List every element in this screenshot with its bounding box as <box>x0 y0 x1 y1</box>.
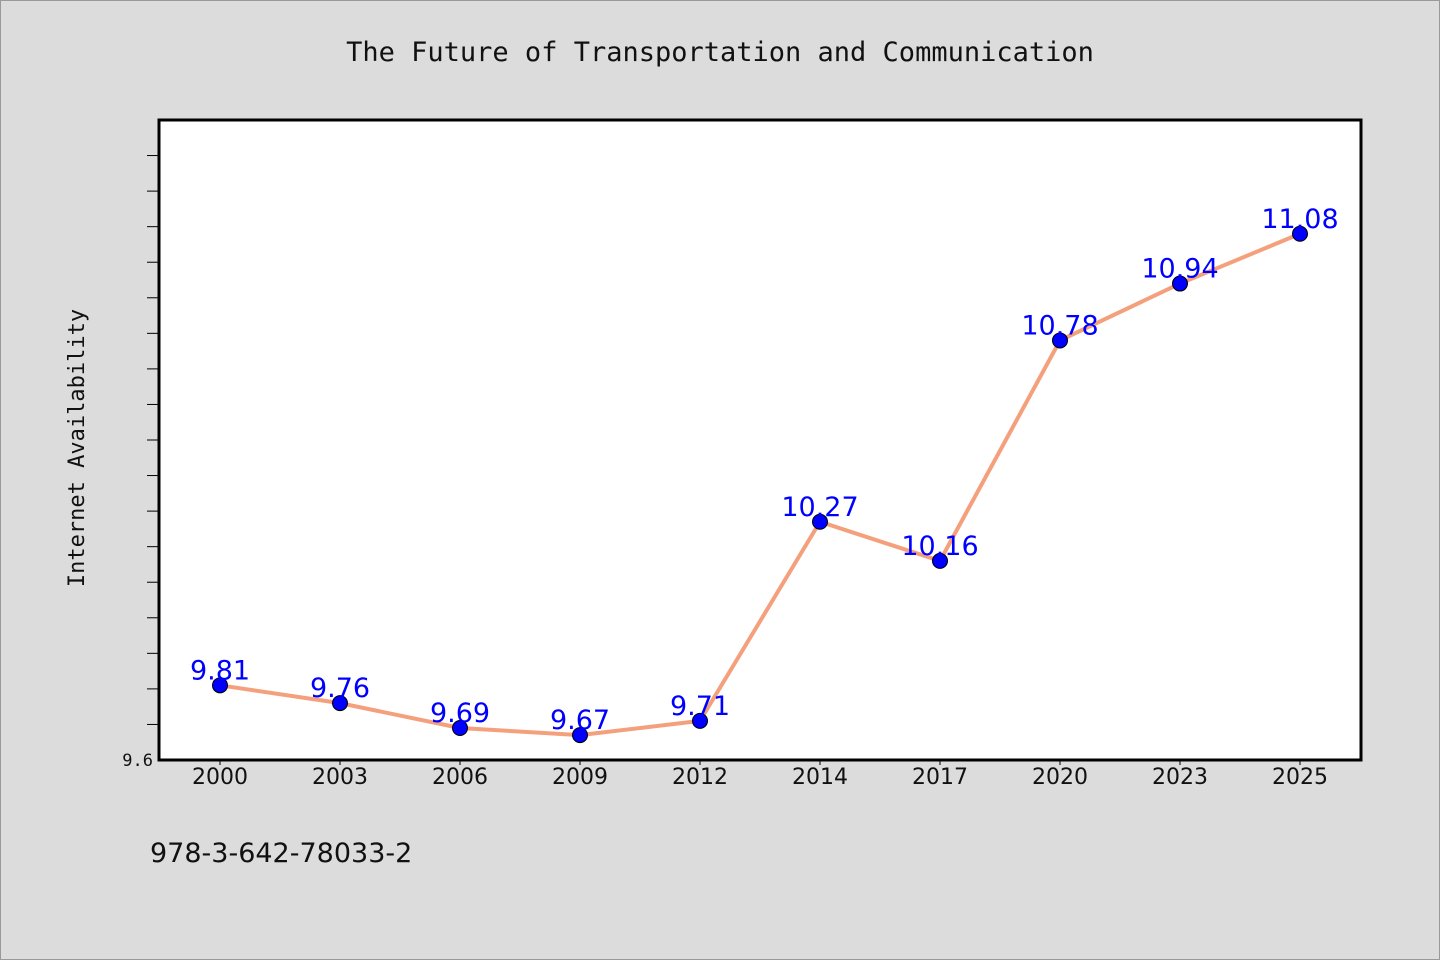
data-point <box>692 712 708 729</box>
data-label: 9.67 <box>550 705 610 736</box>
x-tick-label: 2017 <box>912 765 968 790</box>
x-tick-label: 2009 <box>552 765 608 790</box>
data-label: 10.27 <box>781 492 858 523</box>
data-label: 11.08 <box>1261 204 1338 235</box>
x-tick-label: 2003 <box>312 765 368 790</box>
y-tick-label: 9.6 <box>122 751 153 771</box>
series-line-group <box>218 231 1302 738</box>
data-point <box>1052 332 1068 349</box>
series-line <box>218 231 1302 738</box>
data-point <box>212 677 228 694</box>
chart-title: The Future of Transportation and Communi… <box>346 37 1094 68</box>
data-point <box>1172 275 1188 292</box>
x-tick-label: 2000 <box>192 765 248 790</box>
data-label: 9.76 <box>310 673 370 704</box>
x-tick-label: 2014 <box>792 765 848 790</box>
data-point <box>572 727 588 744</box>
x-axis-ticks: 2000 2003 2006 2009 2012 2014 2017 2020 2023 2025 <box>192 760 1328 790</box>
data-label: 9.81 <box>190 655 250 686</box>
plot-area <box>157 118 1363 762</box>
x-tick-label: 2012 <box>672 765 728 790</box>
data-label: 9.71 <box>670 691 730 722</box>
y-axis-ticks: 9.6 <box>122 155 159 771</box>
data-point <box>812 513 828 530</box>
data-label: 10.16 <box>901 531 978 562</box>
x-tick-label: 2025 <box>1272 765 1328 790</box>
data-point <box>1292 225 1308 242</box>
marker-group <box>212 225 1308 744</box>
data-point <box>932 552 948 569</box>
data-label: 9.69 <box>430 698 490 729</box>
footer-isbn: 978-3-642-78033-2 <box>150 838 412 869</box>
y-axis-label: Internet Availability <box>65 309 90 587</box>
data-label: 10.78 <box>1021 310 1098 341</box>
data-label-group: 9.81 9.76 9.69 9.67 9.71 10.27 10.16 10.78 10.94… <box>190 204 1339 736</box>
data-label: 10.94 <box>1141 254 1218 285</box>
data-point <box>332 695 348 712</box>
data-point <box>452 720 468 736</box>
x-tick-label: 2023 <box>1152 765 1208 790</box>
x-tick-label: 2006 <box>432 765 488 790</box>
x-tick-label: 2020 <box>1032 765 1088 790</box>
